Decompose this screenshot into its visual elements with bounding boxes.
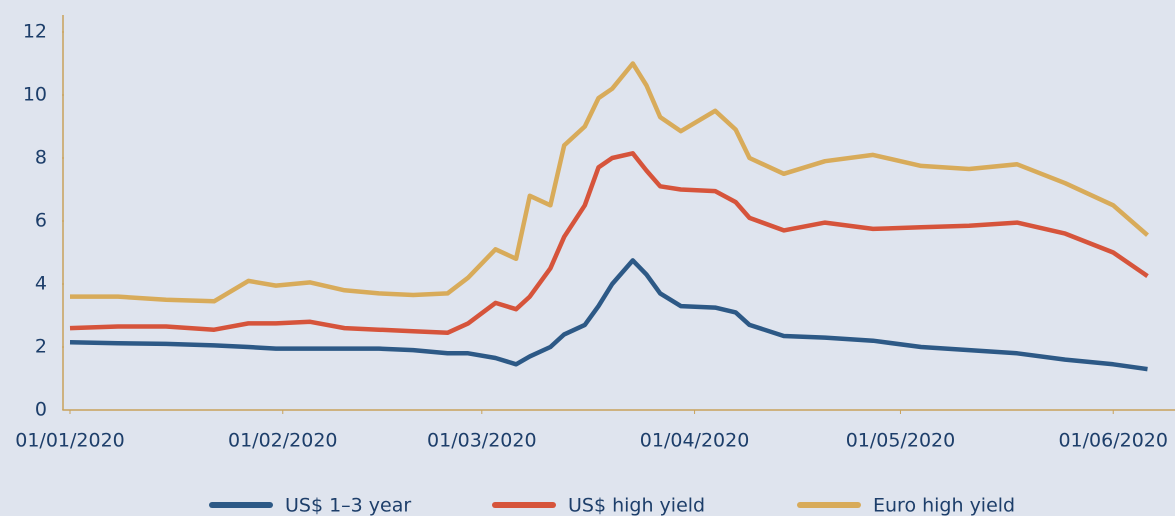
series-line — [70, 61, 1149, 304]
x-tick-label: 01/03/2020 — [427, 430, 537, 452]
y-tick-label: 0 — [35, 399, 47, 421]
x-tick-label: 01/04/2020 — [640, 430, 750, 452]
y-tick-label: 2 — [35, 336, 47, 358]
legend-label: Euro high yield — [873, 495, 1015, 516]
y-tick-label: 10 — [23, 84, 47, 106]
x-tick-label: 01/05/2020 — [846, 430, 956, 452]
legend-label: US$ high yield — [568, 495, 705, 516]
y-tick-label: 8 — [35, 147, 47, 169]
series-line — [69, 151, 1149, 336]
y-tick-label: 12 — [23, 21, 47, 43]
x-tick-label: 01/01/2020 — [15, 430, 125, 452]
y-tick-label: 4 — [35, 273, 47, 295]
y-tick-label: 6 — [35, 210, 47, 232]
x-tick-label: 01/06/2020 — [1058, 430, 1168, 452]
legend-label: US$ 1–3 year — [285, 495, 411, 516]
x-tick-label: 01/02/2020 — [228, 430, 338, 452]
series-line — [69, 258, 1148, 372]
